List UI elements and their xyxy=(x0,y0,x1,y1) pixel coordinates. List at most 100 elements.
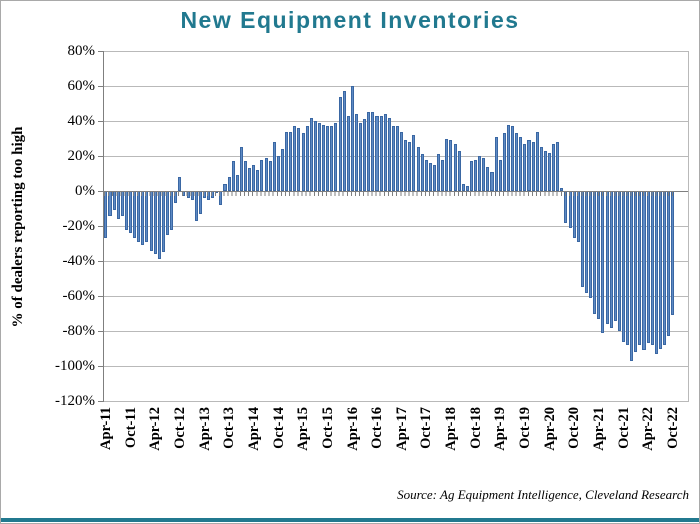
bar xyxy=(124,191,128,230)
x-axis-label: Oct-14 xyxy=(270,407,287,449)
bar xyxy=(663,191,667,345)
bar xyxy=(342,91,346,191)
bar xyxy=(658,191,662,349)
x-axis-label: Oct-16 xyxy=(369,407,386,449)
bar xyxy=(350,86,354,191)
bar xyxy=(412,135,416,191)
bar xyxy=(432,164,437,191)
bar xyxy=(400,131,404,191)
category-axis-ticks xyxy=(104,192,675,196)
bar xyxy=(276,156,280,191)
y-axis-label: 60% xyxy=(67,78,96,94)
bar xyxy=(391,126,395,191)
bar xyxy=(244,161,248,191)
bar xyxy=(478,156,482,191)
y-axis-label: 40% xyxy=(67,113,96,129)
bar xyxy=(161,191,165,253)
x-axis-label: Apr-11 xyxy=(98,407,115,450)
bar xyxy=(494,136,498,191)
bar xyxy=(260,159,264,191)
bar xyxy=(235,175,239,191)
bar xyxy=(404,140,408,191)
bar xyxy=(654,191,658,354)
x-axis-label: Oct-18 xyxy=(467,407,484,449)
bar xyxy=(461,184,465,191)
bar xyxy=(515,133,519,191)
bar xyxy=(621,191,625,342)
bar xyxy=(317,122,321,191)
x-axis-label: Apr-15 xyxy=(295,407,312,451)
bar xyxy=(354,114,358,191)
bar xyxy=(580,191,584,288)
bar xyxy=(293,126,297,191)
chart-title: New Equipment Inventories xyxy=(180,7,520,33)
bar xyxy=(642,191,646,351)
y-axis-label: -60% xyxy=(62,288,96,304)
x-axis-label: Apr-17 xyxy=(393,407,410,451)
bar xyxy=(424,159,428,191)
bar xyxy=(428,163,432,191)
y-axis-label: -100% xyxy=(55,358,95,374)
bar xyxy=(248,168,252,191)
x-axis-label: Apr-14 xyxy=(245,407,262,451)
x-axis-label: Oct-11 xyxy=(122,407,139,449)
bar xyxy=(560,187,564,191)
bar xyxy=(449,140,453,191)
bar xyxy=(170,191,174,230)
bar xyxy=(527,140,531,191)
bar xyxy=(375,115,379,191)
bar xyxy=(157,191,161,260)
bar xyxy=(568,191,572,228)
x-axis-label: Oct-15 xyxy=(319,407,336,449)
bar xyxy=(371,112,375,191)
bar xyxy=(548,152,552,191)
bar-series xyxy=(104,51,675,402)
bar xyxy=(420,154,424,191)
bar xyxy=(256,170,260,191)
bar xyxy=(129,191,133,233)
bar xyxy=(145,191,149,242)
bottom-accent-rule xyxy=(1,518,699,522)
y-axis-title: % of dealers reporting too high xyxy=(10,126,26,328)
y-axis-label: -20% xyxy=(62,218,96,234)
y-axis-label: 0% xyxy=(75,183,95,199)
bar xyxy=(552,143,556,191)
bar xyxy=(617,191,621,331)
x-axis-label: Apr-12 xyxy=(147,407,164,451)
zero-axis-line xyxy=(103,191,688,192)
x-axis-label: Oct-19 xyxy=(517,407,534,449)
bar xyxy=(482,157,486,191)
bar xyxy=(223,184,227,191)
bar xyxy=(445,138,449,191)
y-axis-label: -80% xyxy=(62,323,96,339)
bar xyxy=(272,142,276,191)
bar xyxy=(626,191,630,345)
bar xyxy=(141,191,145,246)
bar xyxy=(441,159,445,191)
bar xyxy=(490,171,494,191)
bar xyxy=(137,191,141,242)
bar xyxy=(597,191,601,319)
bar xyxy=(239,147,243,191)
bar xyxy=(671,191,675,316)
y-axis-label: 80% xyxy=(67,43,96,59)
bar xyxy=(511,126,515,191)
bar xyxy=(465,185,469,191)
x-axis-label: Apr-19 xyxy=(492,407,509,451)
x-axis-label: Apr-22 xyxy=(640,407,657,451)
bar xyxy=(305,126,309,191)
bar xyxy=(309,117,313,191)
x-axis-label: Apr-16 xyxy=(344,407,361,451)
bar xyxy=(667,191,671,337)
bar xyxy=(474,159,478,191)
bar xyxy=(519,136,523,191)
bar xyxy=(486,166,490,191)
bar xyxy=(601,191,605,333)
bar xyxy=(650,191,654,345)
bar xyxy=(584,191,589,293)
bar xyxy=(178,177,182,191)
bar xyxy=(576,191,580,242)
bar xyxy=(589,191,593,298)
bar xyxy=(359,122,363,191)
